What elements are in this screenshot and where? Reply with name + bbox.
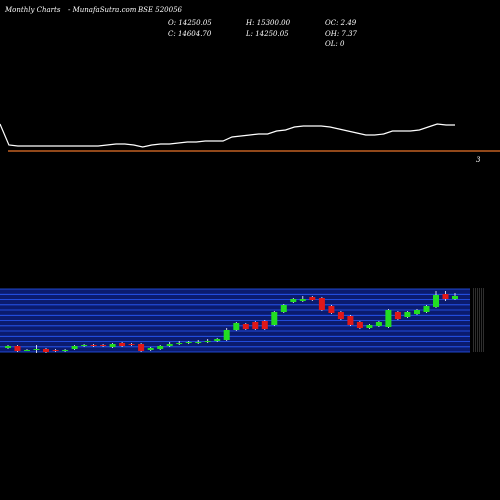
candle-body [14, 346, 21, 351]
candle-body [214, 339, 221, 341]
open-value: O: 14250.05 [168, 19, 212, 27]
candle-body [24, 350, 30, 351]
candle-body [81, 345, 88, 346]
candle-body [43, 349, 49, 352]
brand-label: Monthly Charts [5, 6, 61, 14]
candle-body [100, 345, 107, 346]
close-value: C: 14604.70 [168, 30, 212, 38]
oc-value: OC: 2.49 [325, 19, 357, 27]
candle-body [138, 344, 145, 351]
candle-body [71, 346, 78, 349]
candle-body [385, 310, 392, 327]
line-marker-label: 3 [476, 156, 481, 164]
candle-body [119, 343, 126, 346]
candle-body [414, 310, 420, 314]
candle-body [204, 341, 211, 342]
candle-body [128, 344, 135, 345]
candle-body [166, 344, 173, 346]
candle-body [347, 316, 354, 325]
site-label: - MunafaSutra.com [68, 6, 137, 14]
candle-body [452, 296, 458, 299]
candle-body [366, 325, 373, 328]
oh-value: OH: 7.37 [325, 30, 358, 38]
upper-line-panel: 3 [0, 123, 500, 164]
symbol-label: BSE 520056 [138, 6, 182, 14]
candle-body [356, 322, 363, 328]
candle-body [185, 342, 192, 343]
candle-body [271, 312, 278, 325]
candle-body [309, 297, 316, 300]
lower-candle-panel [0, 288, 484, 353]
candle-body [423, 306, 430, 312]
ol-value: OL: 0 [325, 40, 345, 48]
candle-body [5, 346, 11, 348]
candle-body [337, 312, 344, 319]
candle-body [404, 312, 411, 317]
candle-body [299, 299, 306, 301]
candle-body [242, 324, 249, 329]
candle-body [62, 350, 69, 351]
candle-body [90, 345, 97, 346]
candle-body [109, 344, 116, 347]
candle-body [176, 343, 183, 344]
candle-body [147, 348, 154, 350]
candle-body [195, 342, 202, 343]
high-value: H: 15300.00 [246, 19, 291, 27]
candle-body [328, 306, 335, 313]
candle-body [394, 312, 401, 319]
candle-body [442, 294, 449, 299]
candle-body [33, 349, 40, 350]
low-value: L: 14250.05 [246, 30, 289, 38]
candle-body [318, 298, 325, 310]
candle-body [375, 322, 382, 326]
candle-body [433, 295, 439, 307]
candle-body [261, 321, 268, 329]
price-line [0, 123, 455, 148]
candle-body [233, 323, 240, 330]
candle-body [223, 330, 230, 340]
candle-body [280, 305, 287, 312]
candle-body [290, 299, 297, 302]
candle-body [157, 346, 164, 349]
candle-body [252, 322, 259, 329]
candle-body [52, 350, 59, 351]
